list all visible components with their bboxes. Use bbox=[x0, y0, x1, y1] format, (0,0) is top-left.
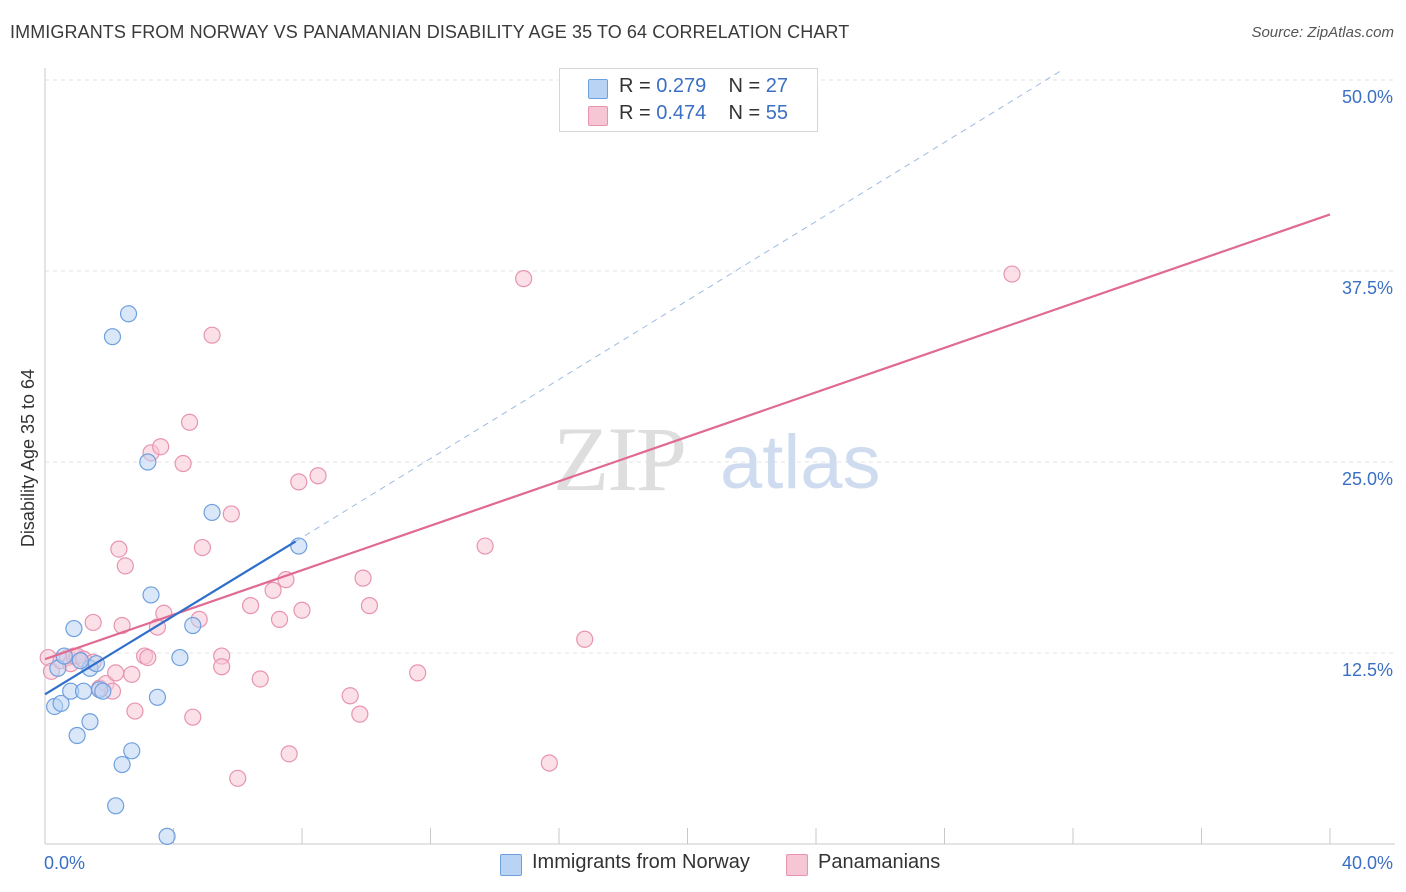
panama-point bbox=[354, 569, 372, 587]
legend-swatch-panama bbox=[588, 106, 608, 126]
panama-point bbox=[123, 665, 141, 683]
norway-point bbox=[68, 726, 86, 745]
panama-point bbox=[203, 326, 221, 344]
panama-point bbox=[222, 505, 240, 523]
bottom-legend-swatch-norway bbox=[500, 854, 522, 876]
legend-text-panama: R = 0.474 N = 55 bbox=[619, 102, 789, 124]
norway-point bbox=[107, 797, 125, 815]
panama-point bbox=[84, 613, 102, 632]
y-axis-label: Disability Age 35 to 64 bbox=[18, 369, 38, 547]
panama-point bbox=[264, 581, 282, 599]
tick-labels: 12.5% 25.0% 37.5% 50.0% 0.0% 40.0% bbox=[44, 87, 1393, 873]
panama-trend-line bbox=[44, 213, 1331, 661]
panama-point bbox=[293, 601, 311, 619]
watermark: ZIP atlas bbox=[553, 408, 881, 510]
watermark-zip: ZIP bbox=[553, 408, 685, 510]
panama-point bbox=[476, 537, 494, 555]
norway-point bbox=[71, 652, 89, 670]
panama-point bbox=[576, 630, 594, 648]
norway-point bbox=[123, 742, 141, 760]
panama-point bbox=[280, 745, 298, 763]
legend-text-norway: R = 0.279 N = 27 bbox=[619, 75, 789, 97]
bottom-legend-label-panama: Panamanians bbox=[818, 851, 941, 873]
norway-point bbox=[171, 648, 189, 667]
panama-point bbox=[270, 610, 289, 628]
panama-point bbox=[309, 467, 327, 485]
norway-point bbox=[103, 328, 122, 346]
bottom-legend-swatch-panama bbox=[786, 854, 808, 876]
legend-swatch-norway bbox=[588, 79, 608, 99]
panama-point bbox=[290, 473, 308, 491]
panama-point bbox=[184, 708, 202, 726]
norway-point bbox=[158, 827, 176, 845]
axes bbox=[44, 68, 1395, 845]
grid-lines bbox=[45, 79, 1395, 654]
panama-point bbox=[107, 664, 125, 682]
correlation-legend: R = 0.279 N = 27 R = 0.474 N = 55 bbox=[559, 68, 818, 132]
norway-point bbox=[74, 682, 93, 700]
panama-point bbox=[515, 270, 533, 288]
norway-point bbox=[65, 619, 83, 638]
chart-title: IMMIGRANTS FROM NORWAY VS PANAMANIAN DIS… bbox=[10, 22, 850, 42]
norway-point bbox=[142, 586, 160, 604]
trend-lines bbox=[44, 68, 1331, 696]
norway-point bbox=[81, 713, 99, 731]
norway-trend-extension bbox=[295, 68, 1064, 542]
norway-point bbox=[203, 503, 221, 522]
panama-point bbox=[152, 438, 170, 456]
panama-point bbox=[409, 664, 427, 682]
norway-point bbox=[290, 537, 308, 555]
norway-point bbox=[184, 616, 202, 635]
panama-point bbox=[251, 670, 269, 688]
norway-point bbox=[94, 682, 112, 700]
panama-point bbox=[229, 769, 247, 787]
norway-point bbox=[148, 688, 167, 706]
panama-point bbox=[540, 754, 558, 772]
y-tick-label: 25.0% bbox=[1342, 469, 1393, 489]
panama-point bbox=[180, 413, 199, 431]
y-tick-label: 50.0% bbox=[1342, 87, 1393, 107]
panama-point bbox=[341, 687, 359, 705]
norway-point bbox=[139, 453, 157, 471]
source-label: Source: ZipAtlas.com bbox=[1251, 24, 1394, 41]
panama-point bbox=[126, 702, 144, 720]
watermark-atlas: atlas bbox=[720, 420, 881, 505]
panama-point bbox=[213, 658, 231, 676]
bottom-legend-label-norway: Immigrants from Norway bbox=[532, 851, 750, 873]
panama-point bbox=[351, 705, 369, 723]
panama-point bbox=[139, 648, 157, 667]
panama-point bbox=[110, 540, 128, 558]
norway-point bbox=[52, 694, 70, 713]
panama-point bbox=[193, 538, 212, 557]
norway-points bbox=[46, 305, 308, 845]
norway-point bbox=[119, 305, 138, 323]
x-tick-label: 0.0% bbox=[44, 853, 85, 873]
x-tick-label: 40.0% bbox=[1342, 853, 1393, 873]
panama-point bbox=[116, 557, 134, 575]
norway-trend-line bbox=[44, 540, 297, 696]
y-tick-label: 12.5% bbox=[1342, 660, 1393, 680]
y-tick-label: 37.5% bbox=[1342, 278, 1393, 298]
panama-point bbox=[1003, 265, 1021, 283]
panama-point bbox=[360, 597, 379, 615]
norway-point bbox=[113, 755, 131, 774]
panama-point bbox=[174, 454, 192, 473]
panama-point bbox=[242, 597, 260, 615]
